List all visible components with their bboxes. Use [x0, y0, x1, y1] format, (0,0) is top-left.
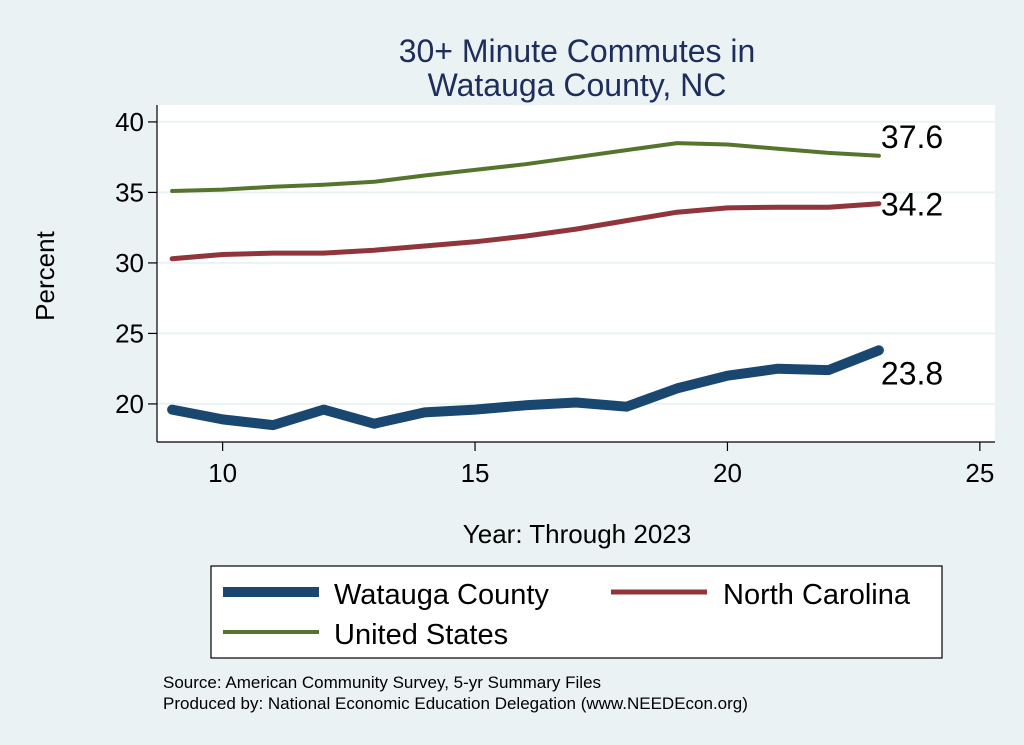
series-line-united-states [170, 141, 881, 193]
x-tick-label-25: 25 [965, 458, 994, 488]
series-lines [167, 141, 884, 431]
source-note: Source: American Community Survey, 5-yr … [163, 673, 601, 692]
chart-title-line-1: 30+ Minute Commutes in [399, 33, 756, 69]
x-axis-label: Year: Through 2023 [463, 519, 691, 549]
x-axis-ticks: 10 15 20 25 [208, 442, 994, 488]
y-tick-label-25: 25 [115, 318, 144, 348]
legend-label-watauga-county: Watauga County [334, 579, 549, 611]
y-axis-label: Percent [30, 230, 60, 320]
plot-area [157, 105, 995, 442]
y-tick-label-30: 30 [115, 248, 144, 278]
end-label-watauga-county: 23.8 [881, 355, 943, 391]
x-tick-label-15: 15 [461, 458, 490, 488]
end-labels: 23.8 34.2 37.6 [881, 119, 943, 392]
x-tick-label-20: 20 [713, 458, 742, 488]
series-line-north-carolina [169, 201, 882, 262]
x-tick-label-10: 10 [208, 458, 237, 488]
series-line-watauga-county [167, 345, 884, 431]
legend: Watauga County North Carolina United Sta… [210, 565, 943, 659]
y-tick-label-20: 20 [115, 389, 144, 419]
y-axis-ticks: 20 25 30 35 40 [115, 107, 157, 419]
legend-label-north-carolina: North Carolina [723, 579, 911, 611]
producer-note: Produced by: National Economic Education… [163, 694, 748, 713]
legend-label-united-states: United States [334, 619, 508, 651]
y-tick-label-35: 35 [115, 177, 144, 207]
y-tick-label-40: 40 [115, 107, 144, 137]
chart-title-line-2: Watauga County, NC [428, 67, 727, 103]
end-label-united-states: 37.6 [881, 119, 943, 155]
end-label-north-carolina: 34.2 [881, 187, 943, 223]
legend-box [210, 565, 943, 659]
